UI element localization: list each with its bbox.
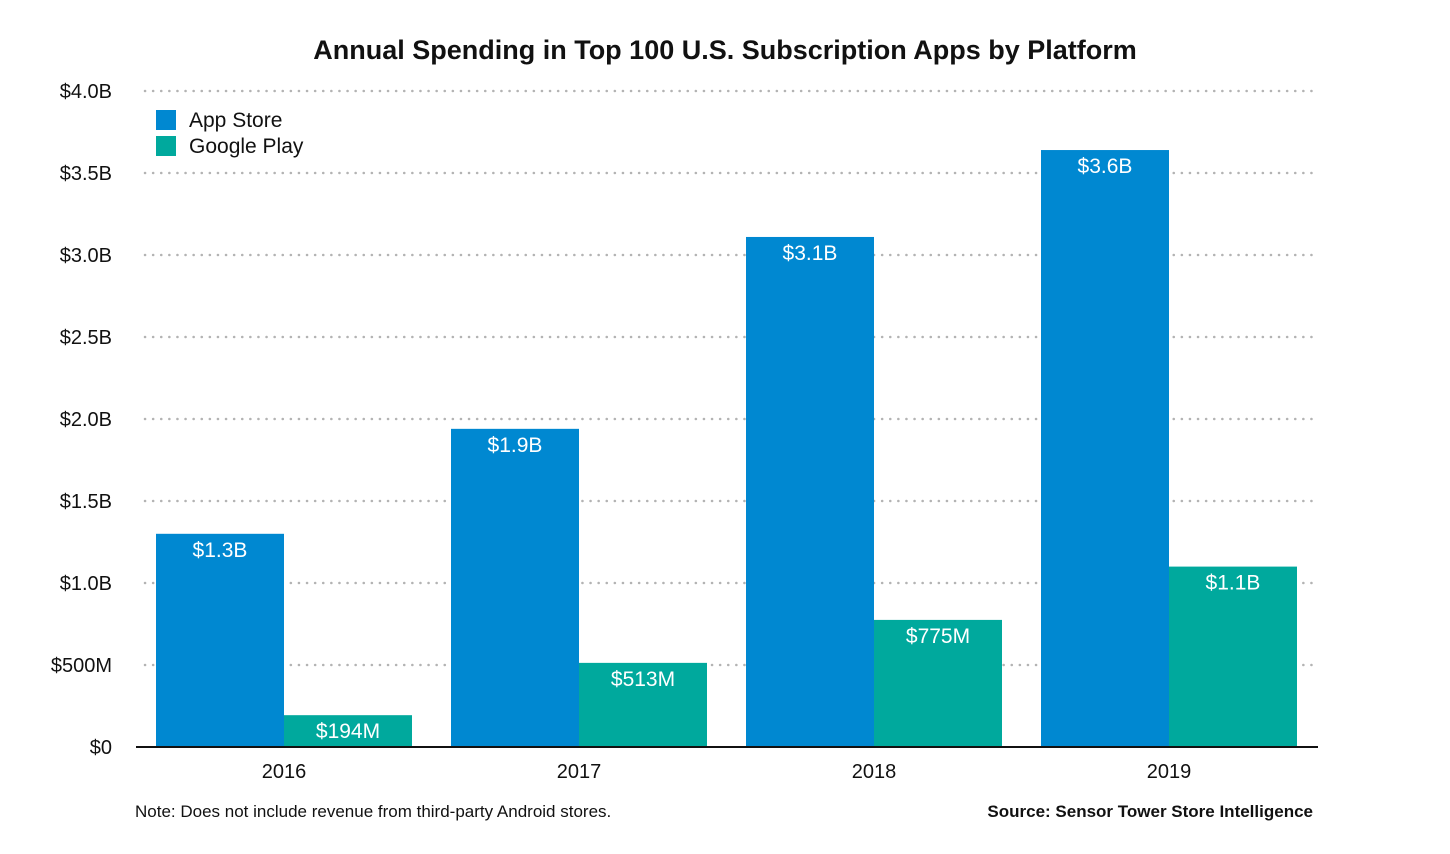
y-tick-label: $3.5B (60, 163, 112, 185)
y-tick-label: $2.0B (60, 409, 112, 431)
legend-label: Google Play (189, 135, 304, 158)
y-axis-ticks: $0 $500M $1.0B $1.5B $2.0B $2.5B $3.0B $3.5B $4.… (51, 81, 112, 759)
bar-google-play-2018 (874, 619, 1002, 747)
legend-swatch (156, 136, 176, 156)
bar-value-label: $513M (611, 668, 675, 691)
bar-app-store-2017 (451, 428, 579, 747)
x-tick-label: 2016 (262, 761, 307, 783)
x-tick-label: 2018 (852, 761, 897, 783)
legend-swatch (156, 110, 176, 130)
bar-value-label: $194M (316, 720, 380, 743)
bar-app-store-2019 (1041, 150, 1169, 748)
y-tick-label: $500M (51, 655, 112, 677)
bars: $1.3B $194M $1.9B $513M $3.1B $775M $3.6B $1.1B (156, 150, 1297, 748)
bar-app-store-2018 (746, 236, 874, 747)
chart-title: Annual Spending in Top 100 U.S. Subscrip… (313, 35, 1137, 65)
x-tick-label: 2019 (1147, 761, 1192, 783)
source-credit: Source: Sensor Tower Store Intelligence (987, 802, 1313, 821)
grid-lines (143, 89, 1320, 667)
y-tick-label: $3.0B (60, 245, 112, 267)
x-tick-label: 2017 (557, 761, 602, 783)
y-tick-label: $2.5B (60, 327, 112, 349)
bar-value-label: $3.6B (1078, 155, 1133, 178)
legend: App Store Google Play (156, 109, 304, 158)
footnote: Note: Does not include revenue from thir… (135, 802, 611, 821)
legend-label: App Store (189, 109, 282, 132)
bar-value-label: $1.1B (1206, 572, 1261, 595)
y-tick-label: $1.5B (60, 491, 112, 513)
bar-google-play-2019 (1169, 566, 1297, 747)
bar-value-label: $775M (906, 625, 970, 648)
y-tick-label: $1.0B (60, 573, 112, 595)
bar-google-play-2017 (579, 662, 707, 747)
bar-value-label: $1.3B (193, 539, 248, 562)
bar-app-store-2016 (156, 533, 284, 747)
bar-value-label: $3.1B (783, 242, 838, 265)
y-tick-label: $0 (90, 737, 112, 759)
bar-value-label: $1.9B (488, 434, 543, 457)
y-tick-label: $4.0B (60, 81, 112, 103)
x-axis-ticks: 2016 2017 2018 2019 (262, 761, 1192, 783)
bar-google-play-2016 (284, 715, 412, 747)
